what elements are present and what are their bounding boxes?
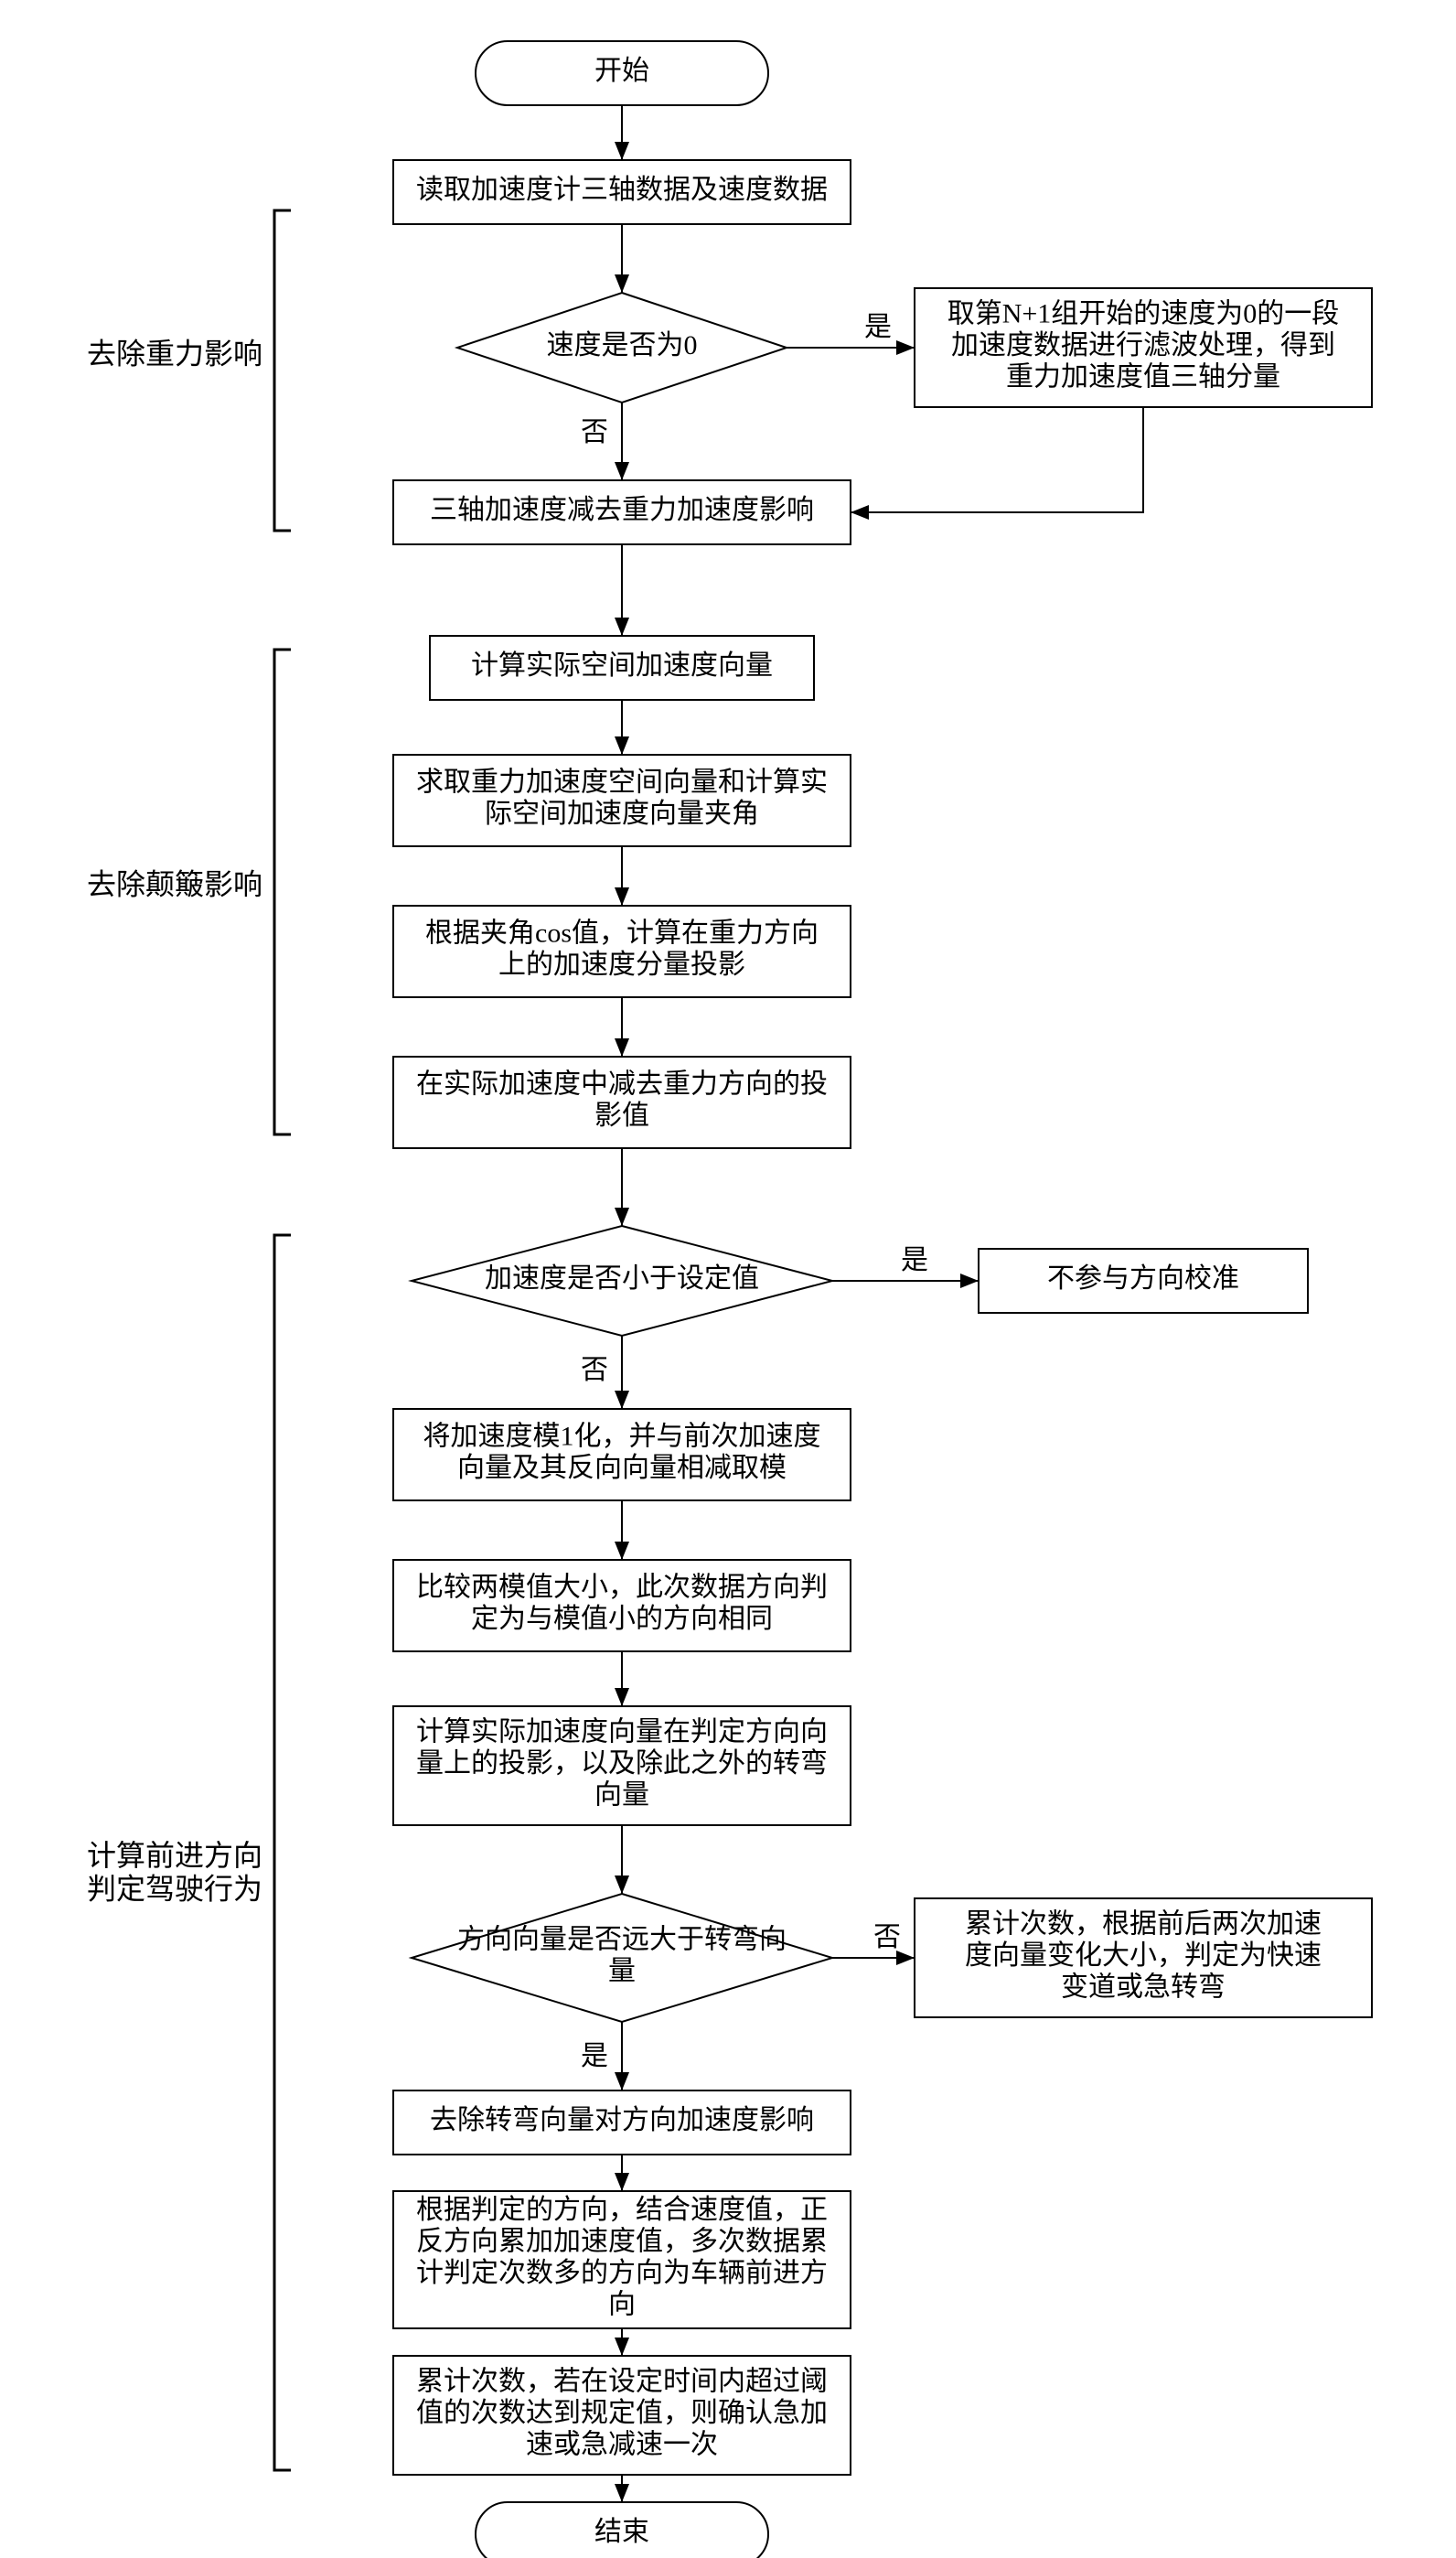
node-text-read: 读取加速度计三轴数据及速度数据: [416, 175, 828, 205]
node-accumDir: 根据判定的方向，结合速度值，正反方向累加加速度值，多次数据累计判定次数多的方向为…: [393, 2191, 851, 2328]
node-noCalib: 不参与方向校准: [979, 1249, 1308, 1313]
edge-label-16: 是: [581, 2041, 608, 2071]
node-angle: 求取重力加速度空间向量和计算实际空间加速度向量夹角: [393, 755, 851, 846]
node-text-end: 结束: [594, 2517, 649, 2547]
node-accumCount: 累计次数，若在设定时间内超过阈值的次数达到规定值，则确认急加速或急减速一次: [393, 2356, 851, 2475]
edge-label-10: 是: [901, 1245, 928, 1275]
edge-label-2: 是: [864, 312, 892, 342]
section-label-1: 去除颠簸影响: [87, 867, 262, 900]
node-text-norm: 将加速度模1化，并与前次加速度向量及其反向向量相减取模: [423, 1422, 821, 1484]
node-cosProj: 根据夹角cos值，计算在重力方向上的加速度分量投影: [393, 906, 851, 997]
node-text-start: 开始: [594, 56, 649, 86]
node-laneChange: 累计次数，根据前后两次加速度向量变化大小，判定为快速变道或急转弯: [915, 1898, 1372, 2017]
node-read: 读取加速度计三轴数据及速度数据: [393, 160, 851, 224]
section-bracket-0: [274, 210, 291, 531]
edge-label-3: 否: [581, 417, 608, 447]
section-label-0: 去除重力影响: [87, 337, 262, 370]
node-text-accLt: 加速度是否小于设定值: [485, 1263, 759, 1294]
node-text-speed0: 速度是否为0: [547, 330, 698, 360]
node-dirGtTurn: 方向向量是否远大于转弯向量: [412, 1894, 832, 2022]
node-text-compare: 比较两模值大小，此次数据方向判定为与模值小的方向相同: [416, 1573, 828, 1635]
node-removeTurn: 去除转弯向量对方向加速度影响: [393, 2090, 851, 2155]
node-gravity: 取第N+1组开始的速度为0的一段加速度数据进行滤波处理，得到重力加速度值三轴分量: [915, 288, 1372, 407]
node-calcVec: 计算实际空间加速度向量: [430, 636, 814, 700]
section-bracket-1: [274, 650, 291, 1134]
node-text-noCalib: 不参与方向校准: [1047, 1263, 1239, 1294]
section-label-2: 计算前进方向判定驾驶行为: [87, 1839, 262, 1906]
section-bracket-2: [274, 1235, 291, 2470]
node-text-calcVec: 计算实际空间加速度向量: [471, 650, 773, 681]
node-projTurn: 计算实际加速度向量在判定方向向量上的投影，以及除此之外的转弯向量: [393, 1706, 851, 1825]
node-speed0: 速度是否为0: [457, 293, 787, 403]
node-end: 结束: [476, 2502, 768, 2558]
node-accLt: 加速度是否小于设定值: [412, 1226, 832, 1336]
node-compare: 比较两模值大小，此次数据方向判定为与模值小的方向相同: [393, 1560, 851, 1651]
node-subProj: 在实际加速度中减去重力方向的投影值: [393, 1057, 851, 1148]
edge-label-11: 否: [581, 1355, 608, 1385]
node-start: 开始: [476, 41, 768, 105]
node-subtractG: 三轴加速度减去重力加速度影响: [393, 480, 851, 544]
edge-label-15: 否: [873, 1922, 901, 1952]
node-norm: 将加速度模1化，并与前次加速度向量及其反向向量相减取模: [393, 1409, 851, 1500]
node-text-subtractG: 三轴加速度减去重力加速度影响: [430, 495, 814, 525]
node-text-removeTurn: 去除转弯向量对方向加速度影响: [430, 2105, 814, 2135]
